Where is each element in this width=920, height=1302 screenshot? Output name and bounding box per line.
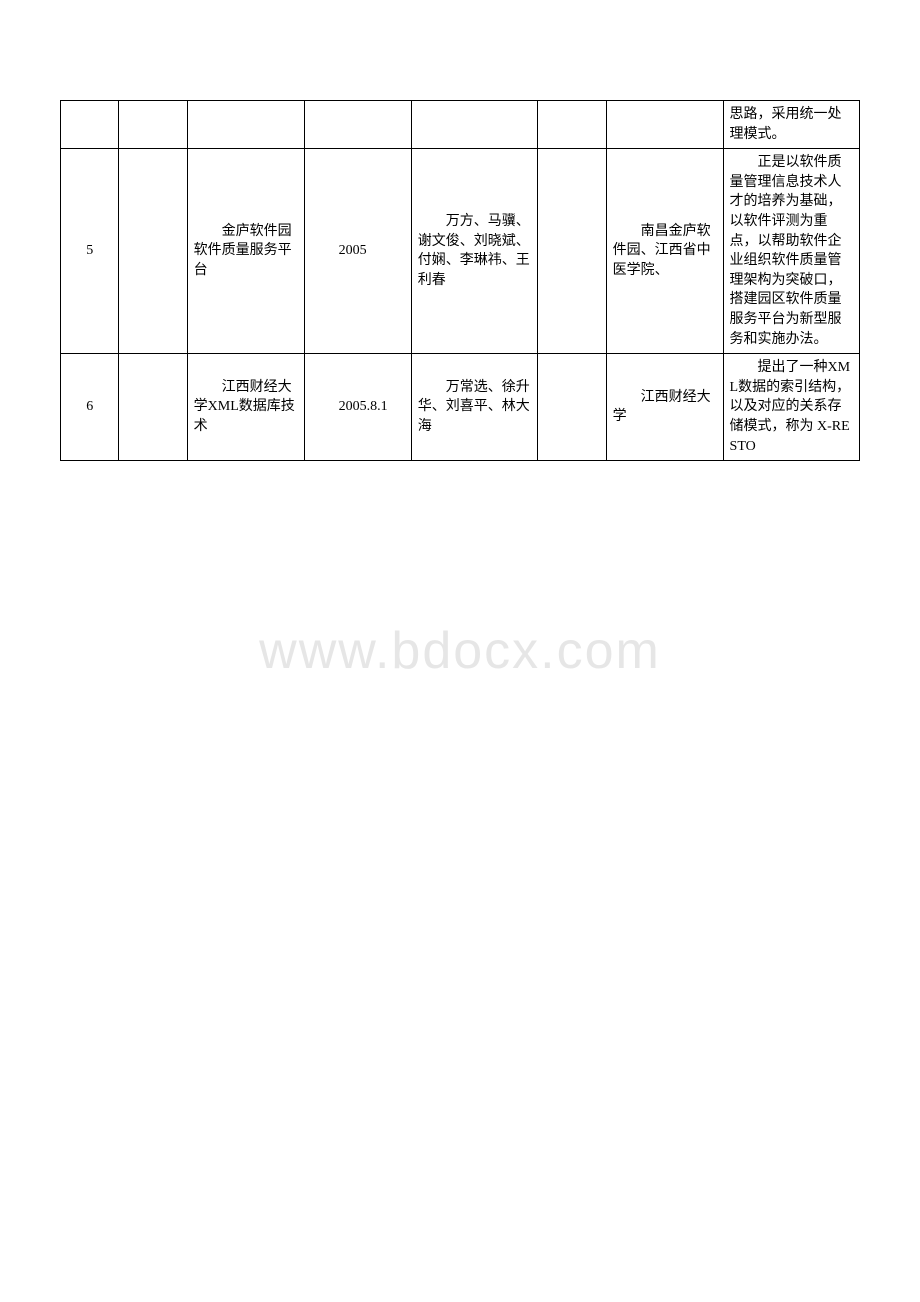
- cell: [538, 149, 606, 354]
- table-row: 5 金庐软件园软件质量服务平台 2005 万方、马骥、谢文俊、刘晓斌、付娴、李琳…: [61, 149, 860, 354]
- cell-description: 提出了一种XML数据的索引结构，以及对应的关系存储模式，称为 X-RESTO: [723, 354, 859, 461]
- cell-text: 2005: [311, 241, 405, 261]
- cell: 金庐软件园软件质量服务平台: [187, 149, 304, 354]
- cell-description: 正是以软件质量管理信息技术人才的培养为基础，以软件评测为重点，以帮助软件企业组织…: [723, 149, 859, 354]
- cell-index: 6: [61, 354, 119, 461]
- cell-text: 江西财经大学: [613, 388, 717, 427]
- cell-index: [61, 101, 119, 149]
- cell-text: 南昌金庐软件园、江西省中医学院、: [613, 222, 717, 281]
- cell-text: 正是以软件质量管理信息技术人才的培养为基础，以软件评测为重点，以帮助软件企业组织…: [730, 153, 853, 349]
- cell-text: 江西财经大学XML数据库技术: [194, 378, 298, 437]
- table-row: 6 江西财经大学XML数据库技术 2005.8.1 万常选、徐升华、刘喜平、林大…: [61, 354, 860, 461]
- cell-description: 思路，采用统一处理模式。: [723, 101, 859, 149]
- cell-index: 5: [61, 149, 119, 354]
- watermark-text: www.bdocx.com: [259, 621, 661, 681]
- cell: 江西财经大学XML数据库技术: [187, 354, 304, 461]
- cell: [411, 101, 538, 149]
- cell: 江西财经大学: [606, 354, 723, 461]
- cell-text: 万方、马骥、谢文俊、刘晓斌、付娴、李琳祎、王利春: [418, 212, 532, 290]
- cell: 南昌金庐软件园、江西省中医学院、: [606, 149, 723, 354]
- cell-text: 万常选、徐升华、刘喜平、林大海: [418, 378, 532, 437]
- cell: [119, 354, 187, 461]
- cell: [119, 101, 187, 149]
- cell-text: 提出了一种XML数据的索引结构，以及对应的关系存储模式，称为 X-RESTO: [730, 358, 853, 456]
- cell: [538, 101, 606, 149]
- cell: 万方、马骥、谢文俊、刘晓斌、付娴、李琳祎、王利春: [411, 149, 538, 354]
- cell: [538, 354, 606, 461]
- cell: [119, 149, 187, 354]
- cell: 万常选、徐升华、刘喜平、林大海: [411, 354, 538, 461]
- cell-text: 金庐软件园软件质量服务平台: [194, 222, 298, 281]
- table-row: 思路，采用统一处理模式。: [61, 101, 860, 149]
- data-table: 思路，采用统一处理模式。 5 金庐软件园软件质量服务平台 2005 万方、马骥、…: [60, 100, 860, 461]
- cell-text: 2005.8.1: [311, 397, 405, 417]
- cell: 2005.8.1: [304, 354, 411, 461]
- cell: [187, 101, 304, 149]
- cell: [304, 101, 411, 149]
- cell: 2005: [304, 149, 411, 354]
- cell: [606, 101, 723, 149]
